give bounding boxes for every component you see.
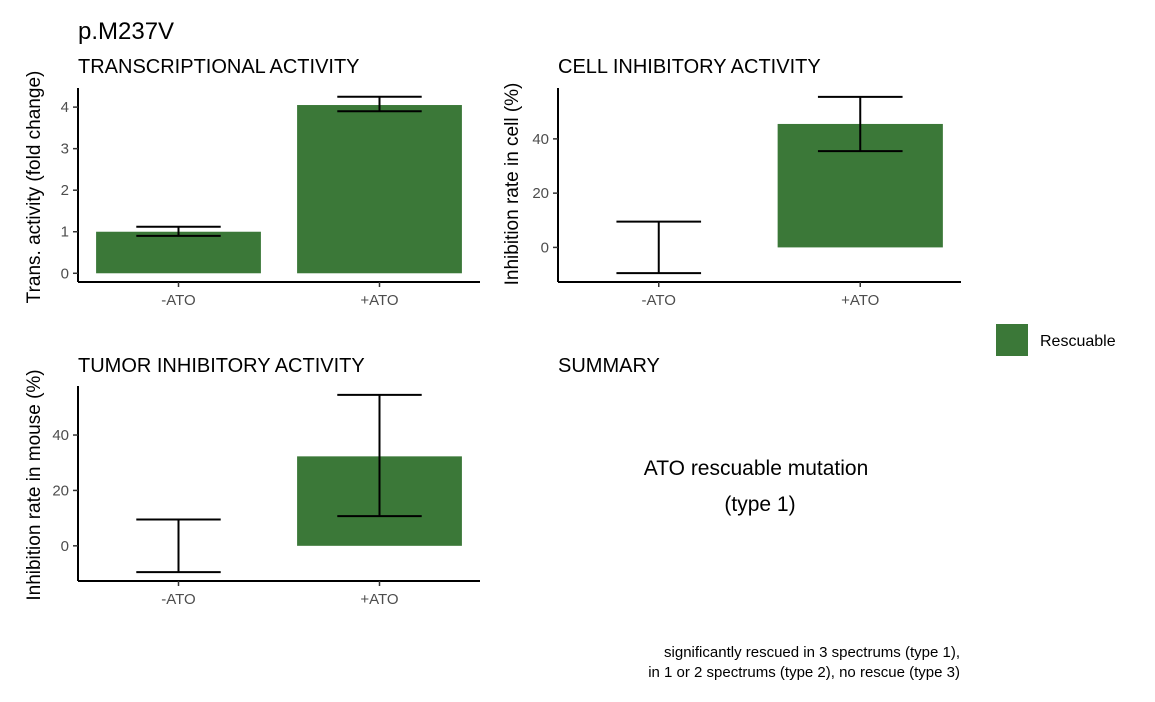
x-tick-label: +ATO	[360, 292, 398, 309]
y-axis-label-transcriptional: Trans. activity (fold change)	[24, 71, 45, 304]
panel-cell-inhibitory: CELL INHIBITORY ACTIVITY Inhibition rate…	[502, 56, 961, 309]
error-bar-cell-inhibitory-plus-ato	[817, 95, 903, 153]
summary-note-line-2: in 1 or 2 spectrums (type 2), no rescue …	[648, 664, 960, 681]
error-bar-tumor-inhibitory-minus-ato	[136, 518, 221, 574]
summary-line-2: (type 1)	[724, 493, 795, 516]
bar-transcriptional-minus-ato	[96, 231, 261, 274]
panel-summary: SUMMARY ATO rescuable mutation (type 1) …	[558, 355, 960, 681]
y-tick-label: 2	[61, 182, 69, 199]
y-tick-label: 0	[541, 239, 549, 256]
legend-swatch	[996, 324, 1028, 356]
panel-transcriptional: TRANSCRIPTIONAL ACTIVITY Trans. activity…	[24, 56, 480, 309]
plot-area-cell-inhibitory: 0 20 40 -ATO +ATO	[532, 88, 961, 309]
summary-line-1: ATO rescuable mutation	[644, 457, 869, 480]
panel-title-tumor-inhibitory: TUMOR INHIBITORY ACTIVITY	[78, 355, 365, 377]
summary-note-line-1: significantly rescued in 3 spectrums (ty…	[664, 644, 960, 661]
y-axis-label-cell-inhibitory: Inhibition rate in cell (%)	[502, 83, 523, 286]
plot-area-transcriptional: 0 1 2 3 4 -ATO +ATO	[61, 88, 480, 309]
error-bar-transcriptional-plus-ato	[337, 95, 422, 113]
bar-transcriptional-plus-ato	[297, 105, 462, 274]
y-tick-label: 4	[61, 99, 69, 116]
y-tick-label: 3	[61, 141, 69, 158]
error-bar-cell-inhibitory-minus-ato	[616, 220, 702, 275]
x-tick-label: -ATO	[161, 292, 195, 309]
y-tick-label: 20	[52, 482, 69, 499]
y-tick-label: 0	[61, 538, 69, 555]
summary-title: SUMMARY	[558, 355, 660, 377]
error-bar-tumor-inhibitory-plus-ato	[337, 393, 422, 518]
legend-label: Rescuable	[1040, 333, 1116, 350]
panel-tumor-inhibitory: TUMOR INHIBITORY ACTIVITY Inhibition rat…	[24, 355, 480, 608]
legend: Rescuable	[996, 324, 1116, 356]
x-tick-label: +ATO	[841, 292, 879, 309]
y-axis-label-tumor-inhibitory: Inhibition rate in mouse (%)	[24, 369, 45, 600]
x-tick-label: +ATO	[360, 591, 398, 608]
plot-area-tumor-inhibitory: 0 20 40 -ATO +ATO	[52, 386, 480, 608]
y-tick-label: 40	[52, 427, 69, 444]
y-tick-label: 40	[532, 131, 549, 148]
x-tick-label: -ATO	[161, 591, 195, 608]
error-bar-transcriptional-minus-ato	[136, 225, 221, 237]
x-tick-label: -ATO	[642, 292, 676, 309]
y-tick-label: 20	[532, 185, 549, 202]
panel-title-transcriptional: TRANSCRIPTIONAL ACTIVITY	[78, 56, 360, 78]
figure-title: p.M237V	[78, 18, 174, 45]
y-tick-label: 1	[61, 224, 69, 241]
y-tick-label: 0	[61, 265, 69, 282]
panel-title-cell-inhibitory: CELL INHIBITORY ACTIVITY	[558, 56, 821, 78]
